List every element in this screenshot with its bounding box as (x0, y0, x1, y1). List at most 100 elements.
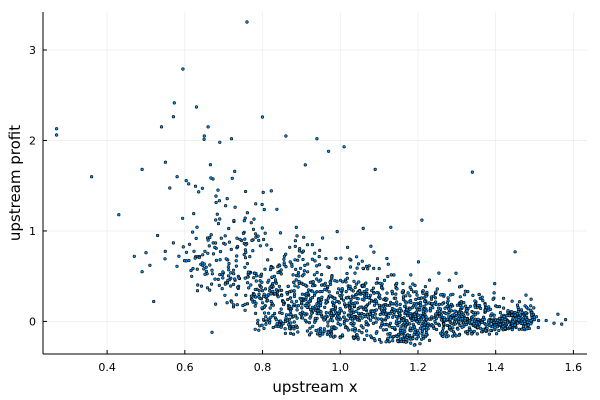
scatter-point (437, 323, 442, 328)
scatter-point (326, 331, 331, 335)
scatter-point (232, 303, 236, 307)
scatter-point (216, 222, 221, 226)
scatter-point (219, 236, 223, 240)
scatter-point (284, 134, 288, 138)
scatter-point (510, 299, 514, 303)
scatter-point (416, 331, 420, 335)
scatter-point (199, 284, 204, 288)
scatter-point (475, 332, 479, 336)
scatter-point (427, 317, 432, 321)
scatter-point (191, 230, 195, 234)
scatter-point (352, 336, 356, 340)
scatter-point (519, 308, 524, 312)
scatter-point (312, 273, 317, 277)
scatter-point (311, 284, 315, 288)
scatter-point (345, 304, 349, 308)
scatter-point (302, 269, 307, 273)
scatter-point (187, 242, 192, 246)
scatter-point (208, 263, 212, 267)
scatter-point (260, 306, 264, 310)
scatter-point (459, 300, 464, 304)
scatter-point (343, 325, 348, 330)
scatter-point (236, 285, 240, 289)
scatter-point (266, 298, 270, 302)
scatter-point (409, 300, 413, 305)
scatter-point (435, 287, 439, 291)
scatter-point (261, 318, 266, 322)
scatter-point (357, 262, 361, 266)
y-tick-label: 3 (29, 44, 36, 57)
scatter-point (215, 212, 219, 216)
scatter-point (331, 300, 335, 304)
scatter-point (394, 296, 398, 300)
scatter-point (373, 167, 377, 171)
scatter-point (487, 320, 491, 324)
scatter-point (449, 309, 454, 313)
scatter-point (295, 234, 299, 238)
scatter-point (502, 315, 506, 319)
scatter-point (506, 309, 510, 313)
scatter-point (481, 299, 485, 303)
scatter-point (465, 309, 469, 313)
scatter-point (526, 323, 531, 327)
scatter-point (404, 301, 408, 305)
scatter-point (328, 280, 332, 284)
scatter-point (401, 329, 405, 333)
scatter-point (418, 342, 422, 346)
scatter-point (227, 268, 231, 272)
scatter-point (223, 242, 227, 246)
scatter-point (260, 115, 265, 119)
scatter-point (513, 313, 517, 317)
scatter-point (249, 294, 253, 298)
scatter-point (292, 280, 296, 285)
scatter-point (152, 299, 156, 304)
scatter-point (296, 330, 300, 334)
scatter-point (308, 326, 312, 330)
scatter-point (233, 169, 237, 173)
scatter-point (505, 314, 509, 318)
scatter-point (286, 297, 290, 302)
scatter-point (344, 290, 348, 294)
scatter-point (349, 322, 353, 326)
scatter-point (371, 321, 376, 326)
scatter-point (387, 340, 391, 344)
scatter-point (520, 321, 524, 325)
scatter-point (197, 255, 201, 260)
scatter-point (235, 254, 239, 258)
scatter-point (503, 326, 507, 331)
scatter-point (529, 319, 533, 323)
scatter-point (268, 321, 272, 325)
scatter-point (308, 280, 313, 285)
scatter-point (224, 257, 228, 261)
scatter-point (338, 336, 342, 340)
scatter-point (418, 300, 423, 305)
scatter-point (254, 311, 258, 316)
scatter-point (529, 322, 533, 326)
scatter-point (320, 295, 324, 299)
scatter-point (295, 308, 299, 312)
scatter-point (260, 289, 265, 293)
scatter-point (404, 340, 408, 344)
scatter-point (397, 332, 401, 337)
scatter-point (337, 287, 341, 291)
scatter-point (269, 299, 273, 304)
scatter-point (326, 265, 330, 269)
scatter-point (476, 311, 480, 315)
scatter-point (319, 310, 323, 314)
scatter-point (377, 303, 381, 308)
scatter-point (307, 321, 312, 325)
scatter-point (175, 175, 179, 179)
scatter-point (350, 314, 354, 318)
scatter-point (366, 316, 371, 320)
scatter-point (339, 288, 343, 293)
scatter-point (374, 331, 378, 335)
scatter-point (229, 137, 234, 141)
scatter-point (391, 315, 395, 319)
scatter-point (339, 295, 343, 299)
scatter-point (431, 324, 435, 328)
scatter-point (334, 326, 338, 330)
scatter-point (230, 300, 234, 304)
scatter-point (316, 305, 321, 310)
scatter-point (190, 274, 194, 278)
scatter-point (317, 312, 321, 316)
